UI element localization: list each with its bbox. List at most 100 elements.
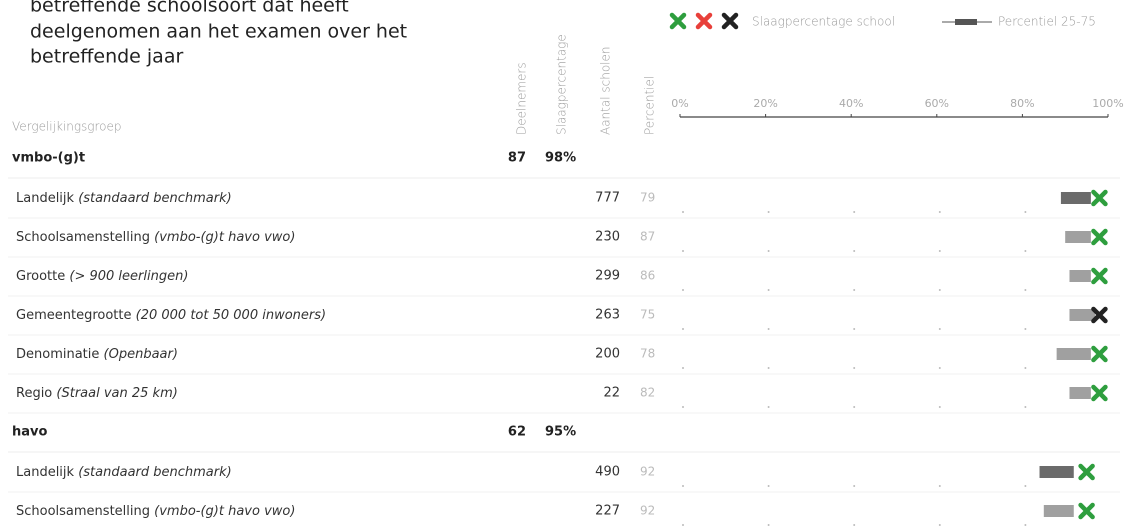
grid-dot bbox=[767, 485, 770, 487]
percentile: 79 bbox=[640, 191, 655, 205]
percentile-range bbox=[1065, 231, 1091, 243]
intro-line: betreffende jaar bbox=[30, 46, 183, 68]
row-name: Landelijk bbox=[16, 465, 75, 480]
pass-rate-marker bbox=[1078, 502, 1095, 520]
column-header: Vergelijkingsgroep bbox=[12, 120, 122, 134]
x-tick-label: 20% bbox=[753, 97, 777, 110]
row-label: Landelijk (standaard benchmark) bbox=[16, 465, 232, 480]
grid-dot bbox=[853, 250, 856, 252]
grid-dot bbox=[938, 524, 941, 526]
grid-dot bbox=[1024, 289, 1027, 291]
grid-dot bbox=[853, 367, 856, 369]
grid-dot bbox=[853, 211, 856, 213]
schools: 230 bbox=[595, 230, 620, 245]
row-label: Grootte (> 900 leerlingen) bbox=[16, 269, 188, 284]
pass-rate-marker bbox=[1091, 384, 1108, 402]
grid-dot bbox=[938, 367, 941, 369]
grid-dot bbox=[1024, 406, 1027, 408]
grid-dot bbox=[682, 328, 684, 330]
row-label: Landelijk (standaard benchmark) bbox=[16, 191, 232, 206]
pass-rate-marker bbox=[1091, 267, 1108, 285]
row-name: Landelijk bbox=[16, 191, 75, 206]
grid-dot bbox=[1024, 524, 1027, 526]
grid-dot bbox=[767, 406, 770, 408]
x-tick-label: 80% bbox=[1010, 97, 1034, 110]
schools: 200 bbox=[595, 347, 620, 362]
participants: 62 bbox=[508, 425, 526, 440]
percentile-range bbox=[1069, 387, 1091, 399]
pass-rate-marker bbox=[1091, 345, 1108, 363]
pass-rate-marker bbox=[1091, 306, 1108, 324]
intro-line: deelgenomen aan het examen over het bbox=[30, 21, 407, 43]
x-tick-label: 60% bbox=[925, 97, 949, 110]
grid-dot bbox=[767, 524, 770, 526]
grid-dot bbox=[682, 524, 684, 526]
row-detail: (Openbaar) bbox=[104, 347, 178, 362]
percentile: 92 bbox=[640, 465, 655, 479]
column-header: Percentiel bbox=[643, 76, 657, 135]
row-name: Gemeentegrootte bbox=[16, 308, 131, 323]
percentile-range bbox=[1043, 505, 1074, 517]
pass-rate-marker bbox=[1091, 228, 1108, 246]
row-label: Regio (Straal van 25 km) bbox=[16, 386, 178, 401]
grid-dot bbox=[938, 485, 941, 487]
pass-rate: 95% bbox=[545, 425, 576, 440]
grid-dot bbox=[853, 289, 856, 291]
grid-dot bbox=[682, 289, 684, 291]
legend-label: Slaagpercentage school bbox=[752, 15, 895, 29]
x-tick-label: 100% bbox=[1092, 97, 1123, 110]
grid-dot bbox=[853, 406, 856, 408]
row-detail: (vmbo-(g)t havo vwo) bbox=[154, 504, 295, 519]
grid-dot bbox=[767, 211, 770, 213]
legend-marker bbox=[669, 12, 687, 30]
grid-dot bbox=[853, 328, 856, 330]
percentile-range bbox=[1056, 348, 1091, 360]
grid-dot bbox=[938, 328, 941, 330]
column-header: Aantal scholen bbox=[599, 47, 613, 136]
grid-dot bbox=[767, 367, 770, 369]
percentile-range bbox=[1069, 309, 1096, 321]
percentile-range bbox=[1060, 192, 1091, 204]
row-detail: (standaard benchmark) bbox=[78, 191, 232, 206]
schools: 263 bbox=[595, 308, 620, 323]
pass-rate-marker bbox=[1078, 463, 1095, 481]
x-tick-label: 40% bbox=[839, 97, 863, 110]
grid-dot bbox=[682, 367, 684, 369]
grid-dot bbox=[682, 406, 684, 408]
row-detail: (vmbo-(g)t havo vwo) bbox=[154, 230, 295, 245]
grid-dot bbox=[853, 524, 856, 526]
row-detail: (> 900 leerlingen) bbox=[69, 269, 188, 284]
group-name: vmbo-(g)t bbox=[12, 151, 85, 166]
grid-dot bbox=[682, 485, 684, 487]
column-header: Slaagpercentage bbox=[555, 34, 569, 135]
percentile: 78 bbox=[640, 347, 655, 361]
percentile-range bbox=[1039, 466, 1074, 478]
percentile: 92 bbox=[640, 504, 655, 518]
column-header: Deelnemers bbox=[515, 62, 529, 135]
schools: 490 bbox=[595, 465, 620, 480]
pass-rate-marker bbox=[1091, 189, 1108, 207]
row-name: Schoolsamenstelling bbox=[16, 504, 150, 519]
pass-rate: 98% bbox=[545, 151, 576, 166]
grid-dot bbox=[767, 289, 770, 291]
legend-marker bbox=[721, 12, 739, 30]
grid-dot bbox=[1024, 367, 1027, 369]
grid-dot bbox=[938, 211, 941, 213]
legend-range bbox=[955, 19, 977, 25]
row-label: Schoolsamenstelling (vmbo-(g)t havo vwo) bbox=[16, 504, 295, 519]
grid-dot bbox=[938, 289, 941, 291]
row-name: Denominatie bbox=[16, 347, 99, 362]
row-detail: (standaard benchmark) bbox=[78, 465, 232, 480]
grid-dot bbox=[1024, 328, 1027, 330]
intro-line: betreffende schoolsoort dat heeft bbox=[30, 0, 349, 17]
participants: 87 bbox=[508, 151, 526, 166]
percentile: 82 bbox=[640, 386, 655, 400]
row-label: Schoolsamenstelling (vmbo-(g)t havo vwo) bbox=[16, 230, 295, 245]
grid-dot bbox=[682, 250, 684, 252]
percentile-range bbox=[1069, 270, 1091, 282]
grid-dot bbox=[767, 250, 770, 252]
schools: 777 bbox=[595, 191, 620, 206]
group-name: havo bbox=[12, 425, 48, 440]
row-label: Denominatie (Openbaar) bbox=[16, 347, 178, 362]
schools: 227 bbox=[595, 504, 620, 519]
